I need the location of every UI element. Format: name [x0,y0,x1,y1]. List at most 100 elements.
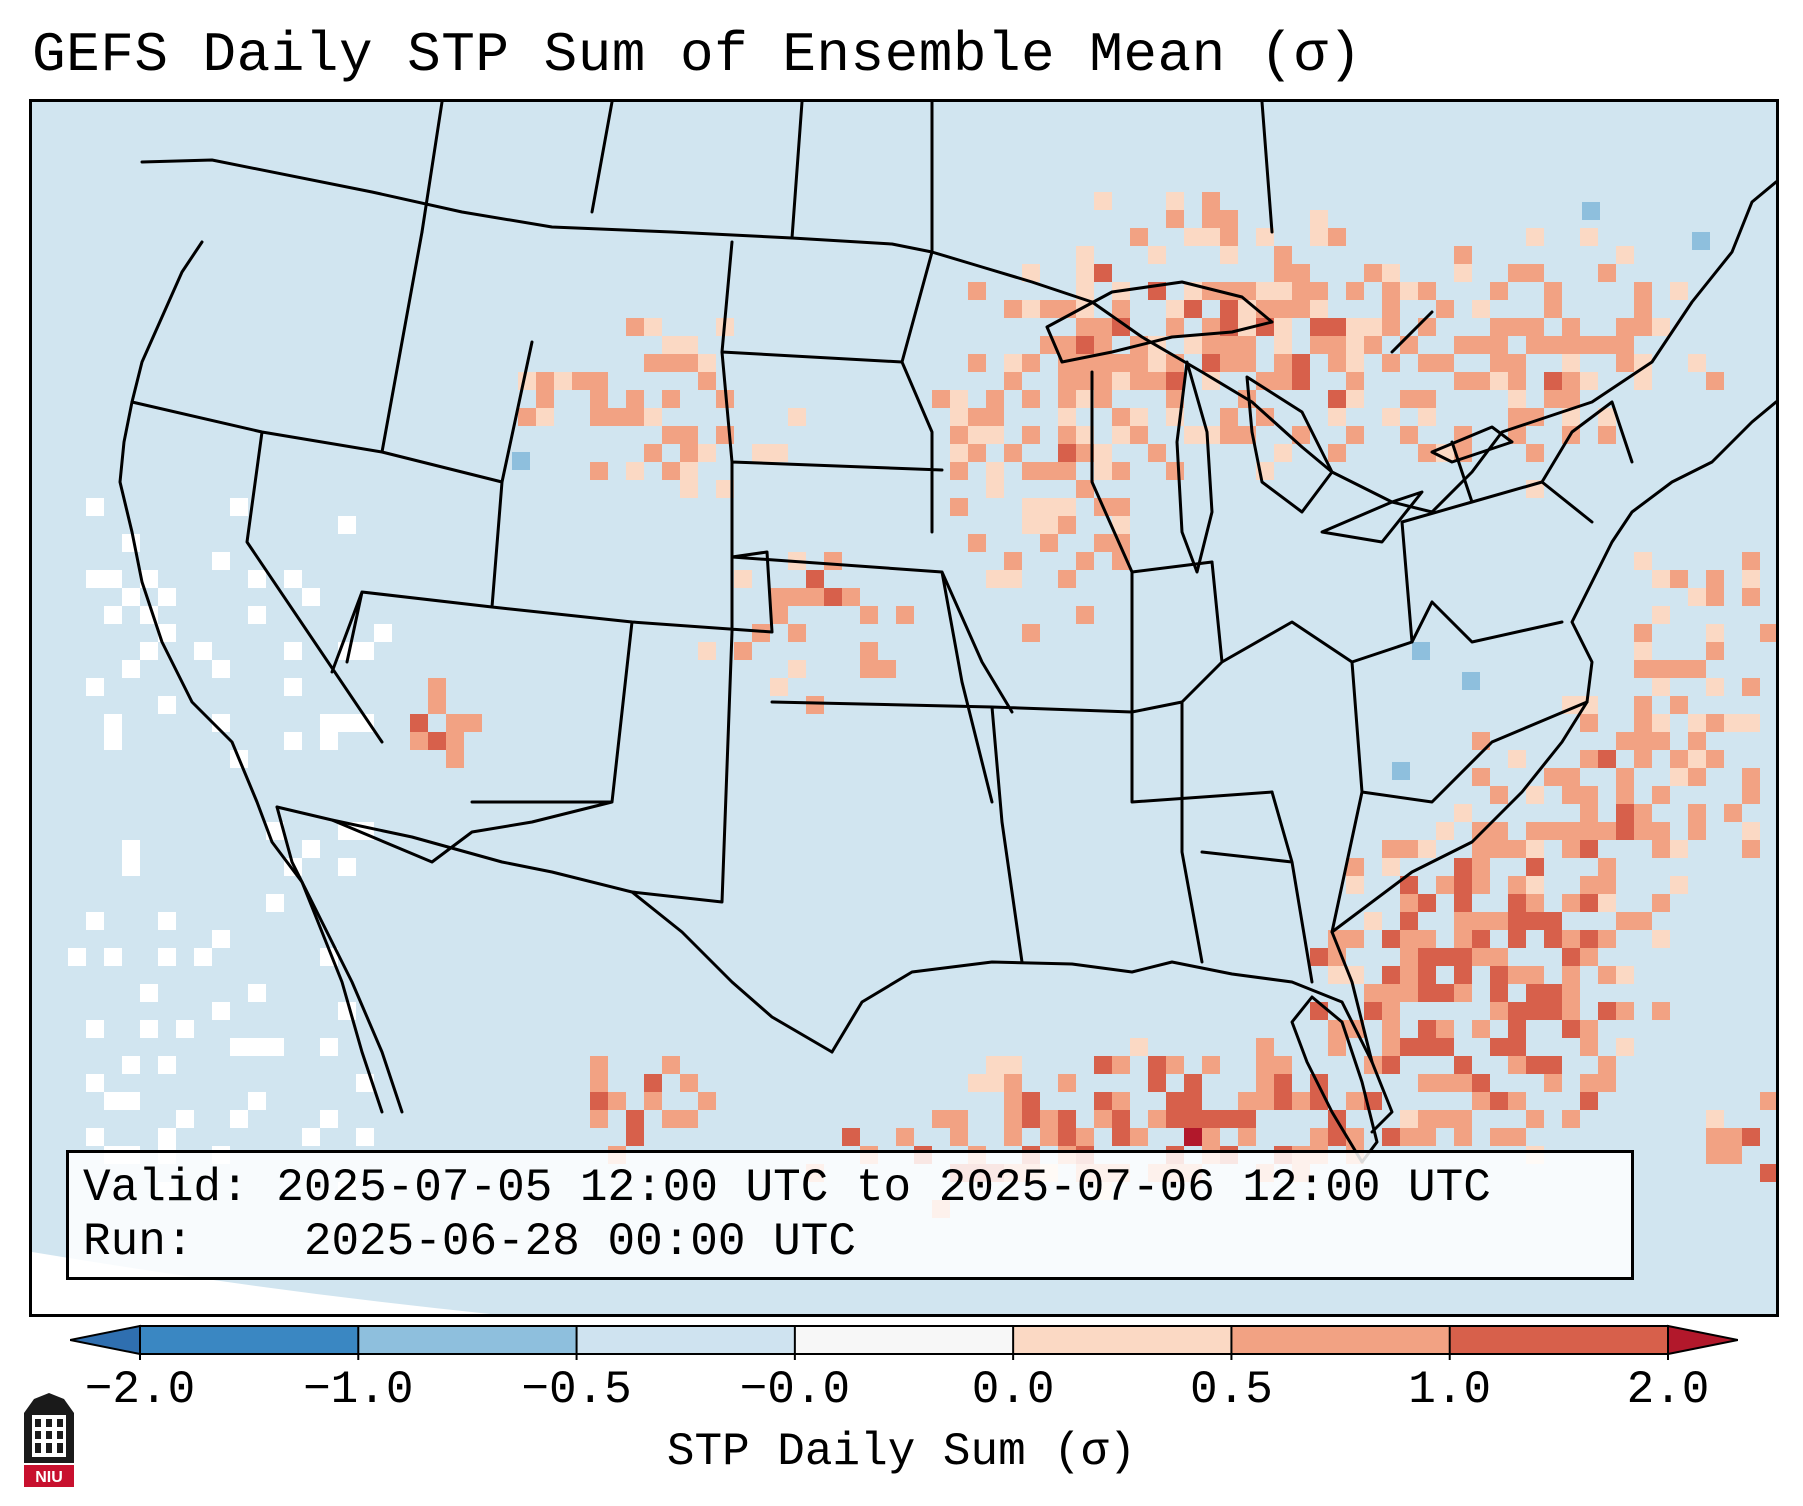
anomaly-cell [986,1074,1004,1092]
anomaly-cell [1490,318,1508,336]
anomaly-cell [1562,1002,1580,1020]
anomaly-cell [1166,210,1184,228]
anomaly-cell [446,750,464,768]
anomaly-cell [428,678,446,696]
anomaly-cell [1634,552,1652,570]
anomaly-cell [770,444,788,462]
anomaly-cell [1346,876,1364,894]
anomaly-cell [1382,966,1400,984]
anomaly-cell-negative [512,452,530,470]
anomaly-cell [1688,354,1706,372]
colorbar-segment [140,1326,359,1354]
anomaly-cell [1382,984,1400,1002]
anomaly-cell [1598,1056,1616,1074]
anomaly-cell [1328,318,1346,336]
neutral-cell [248,1092,266,1110]
anomaly-cell [1616,246,1634,264]
anomaly-cell [536,372,554,390]
pacific-coast [118,240,384,1114]
anomaly-cell [1040,1128,1058,1146]
anomaly-cell [968,354,986,372]
anomaly-cell [1490,1128,1508,1146]
anomaly-cell [1058,516,1076,534]
anomaly-cell [1274,372,1292,390]
anomaly-cell [734,570,752,588]
anomaly-cell [1400,390,1418,408]
anomaly-cell [1490,336,1508,354]
anomaly-cell [1130,1038,1148,1056]
anomaly-cell [1346,282,1364,300]
anomaly-cell [824,588,842,606]
anomaly-cell [644,408,662,426]
anomaly-cell [1616,822,1634,840]
anomaly-cell [1328,336,1346,354]
anomaly-cell [1598,1074,1616,1092]
anomaly-cell [1706,588,1724,606]
anomaly-cell [1166,318,1184,336]
anomaly-cell [1508,1002,1526,1020]
map-panel[interactable] [29,99,1779,1317]
anomaly-cell [1202,318,1220,336]
anomaly-cell [1076,552,1094,570]
anomaly-cell [950,444,968,462]
anomaly-cell [1076,426,1094,444]
anomaly-cell [662,1110,680,1128]
neutral-cell [176,1110,194,1128]
anomaly-cell [428,732,446,750]
anomaly-cell [1508,426,1526,444]
anomaly-cell [1382,858,1400,876]
neutral-cell [122,660,140,678]
anomaly-cell [1454,372,1472,390]
anomaly-cell [1652,570,1670,588]
anomaly-cell [1148,354,1166,372]
anomaly-cell [1544,1074,1562,1092]
neutral-cell [140,984,158,1002]
neutral-cell [320,1038,338,1056]
anomaly-cell [1562,354,1580,372]
anomaly-cell [1508,840,1526,858]
state-and-coast-borders [118,102,1776,1164]
anomaly-cell [806,696,824,714]
colorbar-tick-label: −1.0 [303,1364,414,1416]
anomaly-cell [1220,300,1238,318]
anomaly-cell [1580,714,1598,732]
anomaly-cell [968,282,986,300]
anomaly-cell [770,678,788,696]
anomaly-cell [1256,1074,1274,1092]
anomaly-cell [1652,606,1670,624]
colorbar-tick-label: −2.0 [84,1364,196,1416]
anomaly-cell [1382,282,1400,300]
anomaly-cell [1508,876,1526,894]
anomaly-cell [1616,1038,1634,1056]
anomaly-cell [1652,840,1670,858]
anomaly-cell [1544,336,1562,354]
anomaly-cell [590,372,608,390]
anomaly-cell [1706,624,1724,642]
colorbar-svg [69,1324,1739,1360]
anomaly-cell [1688,804,1706,822]
anomaly-cell [1022,390,1040,408]
anomaly-cell [1454,948,1472,966]
anomaly-cell [1166,390,1184,408]
colorbar-segment [794,1326,1014,1354]
anomaly-cell [1022,426,1040,444]
anomaly-cell [1490,948,1508,966]
anomaly-cell [1670,876,1688,894]
canada-province-lines [420,102,1434,354]
anomaly-cell [626,1110,644,1128]
anomaly-cell [590,1056,608,1074]
anomaly-cell [1526,786,1544,804]
anomaly-cell [446,732,464,750]
anomaly-cell [1454,1074,1472,1092]
map-canvas[interactable] [32,102,1776,1314]
neutral-cell [338,516,356,534]
anomaly-cell [1580,822,1598,840]
anomaly-cell [1328,444,1346,462]
anomaly-cell [1580,228,1598,246]
anomaly-cell [1544,768,1562,786]
anomaly-cell [1310,210,1328,228]
anomaly-cell [644,444,662,462]
anomaly-cell [1742,552,1760,570]
neutral-cell [248,1038,266,1056]
anomaly-cell [1166,462,1184,480]
